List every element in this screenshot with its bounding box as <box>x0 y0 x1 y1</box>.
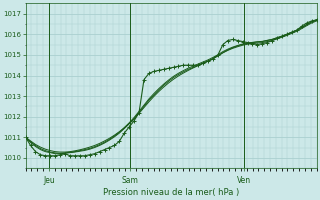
X-axis label: Pression niveau de la mer( hPa ): Pression niveau de la mer( hPa ) <box>103 188 239 197</box>
